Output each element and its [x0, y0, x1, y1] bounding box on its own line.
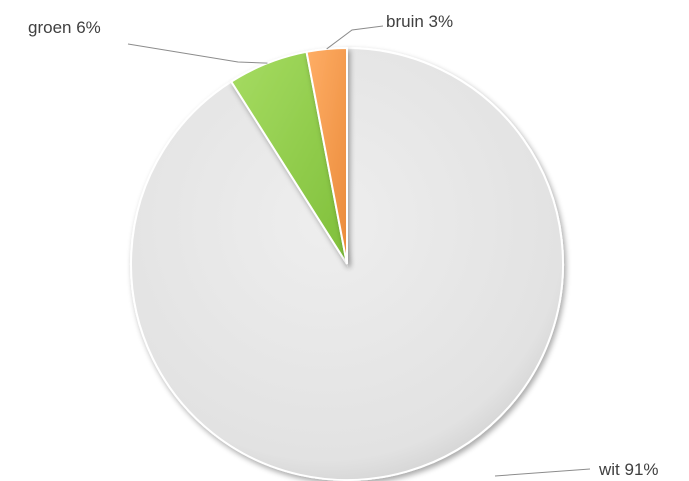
pie-slice-wit — [130, 46, 564, 481]
pie-slices — [130, 46, 564, 481]
leader-line-wit — [494, 468, 591, 477]
slice-label-wit: wit 91% — [598, 460, 659, 479]
leader-line-bruin — [326, 25, 384, 50]
leader-lines — [127, 25, 591, 477]
slice-label-groen: groen 6% — [28, 18, 101, 37]
slice-label-bruin: bruin 3% — [386, 12, 453, 31]
leader-line-groen — [127, 43, 268, 64]
